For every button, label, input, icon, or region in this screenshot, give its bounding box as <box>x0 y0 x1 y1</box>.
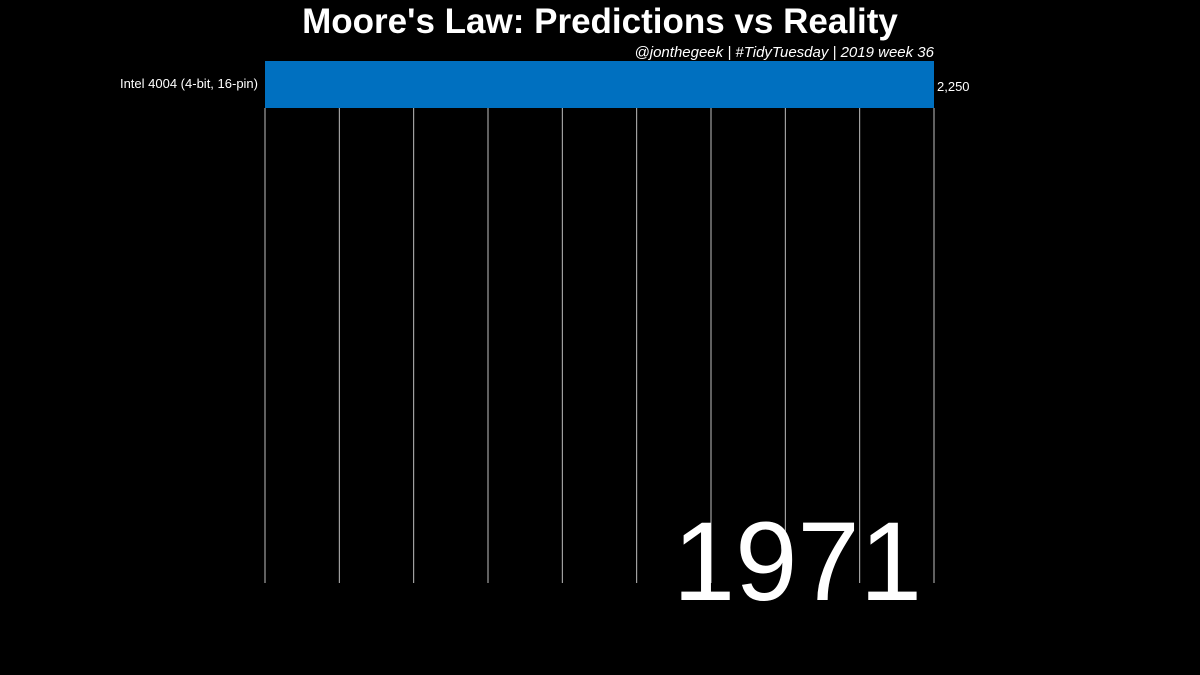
value-label: 2,250 <box>937 79 970 94</box>
bar <box>265 61 934 108</box>
gridlines <box>264 108 935 583</box>
chart-title: Moore's Law: Predictions vs Reality <box>302 2 898 41</box>
bars: Intel 4004 (4-bit, 16-pin) 2,250 <box>120 61 970 108</box>
category-label: Intel 4004 (4-bit, 16-pin) <box>120 76 258 91</box>
chart-subtitle: @jonthegeek | #TidyTuesday | 2019 week 3… <box>635 44 935 61</box>
year-label: 1971 <box>673 499 922 624</box>
